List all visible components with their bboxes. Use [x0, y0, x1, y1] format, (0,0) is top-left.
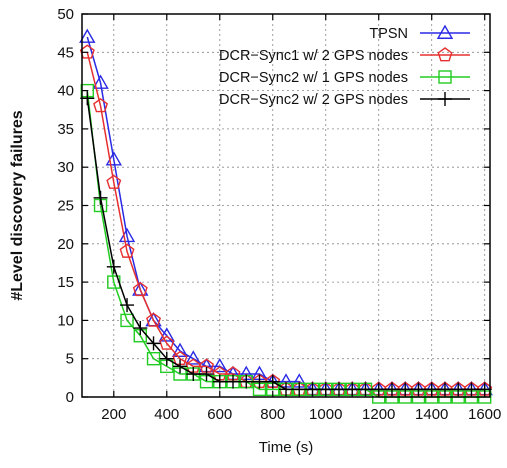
y-tick-label: 20: [57, 236, 74, 253]
series-line: [86, 90, 485, 398]
x-tick-label: 1600: [468, 406, 501, 423]
y-tick-label: 30: [57, 159, 74, 176]
legend-marker: [437, 47, 453, 62]
legend-marker: [438, 92, 452, 106]
data-point: [93, 98, 109, 113]
data-point: [265, 374, 280, 389]
data-point: [159, 335, 175, 350]
legend-item: DCR−Sync2 w/ 1 GPS nodes: [219, 70, 470, 86]
data-point: [226, 374, 241, 389]
data-point: [173, 359, 188, 374]
data-point: [93, 190, 108, 205]
y-tick-label: 10: [57, 312, 74, 329]
legend-marker: [436, 24, 454, 39]
legend-label: DCR−Sync2 w/ 1 GPS nodes: [219, 70, 408, 86]
data-point: [279, 382, 293, 397]
data-point: [171, 342, 189, 357]
data-point: [120, 298, 135, 313]
x-tick-label: 1400: [415, 406, 448, 423]
x-tick-label: 600: [207, 406, 232, 423]
data-point: [146, 312, 162, 327]
y-axis-label: #Level discovery failures: [9, 110, 26, 300]
data-point: [132, 281, 148, 297]
y-tick-label: 50: [57, 6, 74, 23]
legend: TPSN DCR−Sync1 w/ 2 GPS nodes DCR−Sync2 w/…: [219, 24, 470, 108]
series-line: [86, 98, 485, 391]
legend-label: DCR−Sync2 w/ 2 GPS nodes: [219, 92, 408, 108]
data-point: [239, 374, 254, 389]
legend-label: TPSN: [369, 26, 408, 42]
series-4: [80, 91, 492, 397]
x-tick-label: 400: [154, 406, 179, 423]
y-tick-label: 15: [57, 274, 74, 291]
y-tick-label: 45: [57, 44, 74, 61]
data-point: [384, 382, 399, 397]
data-point: [119, 243, 135, 258]
data-point: [92, 74, 109, 89]
legend-item: DCR−Sync2 w/ 2 GPS nodes: [219, 92, 470, 108]
data-point: [398, 382, 413, 397]
data-point: [331, 382, 346, 397]
data-point: [159, 351, 174, 366]
data-point: [464, 382, 479, 397]
series-layer: [79, 28, 493, 404]
data-point: [186, 367, 201, 382]
data-point: [252, 374, 267, 389]
data-point: [79, 28, 96, 43]
data-point: [106, 174, 122, 189]
y-tick-label: 0: [66, 389, 74, 406]
data-point: [437, 382, 452, 397]
y-tick-label: 35: [57, 121, 74, 138]
data-point: [305, 382, 320, 397]
legend-marker: [438, 70, 452, 84]
y-tick-label: 40: [57, 83, 74, 100]
data-point: [158, 327, 175, 342]
data-point: [292, 382, 307, 397]
data-point: [133, 321, 148, 336]
x-tick-label: 1000: [309, 406, 342, 423]
data-point: [106, 259, 121, 274]
legend-item: TPSN: [369, 24, 470, 42]
data-point: [185, 350, 202, 365]
legend-item: DCR−Sync1 w/ 2 GPS nodes: [219, 47, 470, 64]
data-point: [345, 382, 360, 397]
ticks: 0 5 10 15 20 25 30 35 40 45 50 200 400 600 800 1000 1200…: [57, 6, 501, 423]
y-tick-label: 25: [57, 198, 74, 215]
data-point: [146, 336, 161, 351]
data-point: [358, 382, 373, 397]
data-point: [146, 352, 161, 366]
data-point: [451, 382, 466, 397]
x-tick-label: 1200: [362, 406, 395, 423]
x-axis-label: Time (s): [259, 439, 313, 456]
data-point: [411, 382, 426, 397]
data-point: [211, 357, 228, 373]
y-tick-label: 5: [66, 351, 74, 368]
legend-label: DCR−Sync1 w/ 2 GPS nodes: [219, 48, 408, 64]
data-point: [199, 367, 214, 382]
data-point: [212, 374, 227, 389]
data-point: [120, 313, 134, 328]
x-tick-label: 800: [260, 406, 285, 423]
x-tick-label: 200: [101, 406, 126, 423]
